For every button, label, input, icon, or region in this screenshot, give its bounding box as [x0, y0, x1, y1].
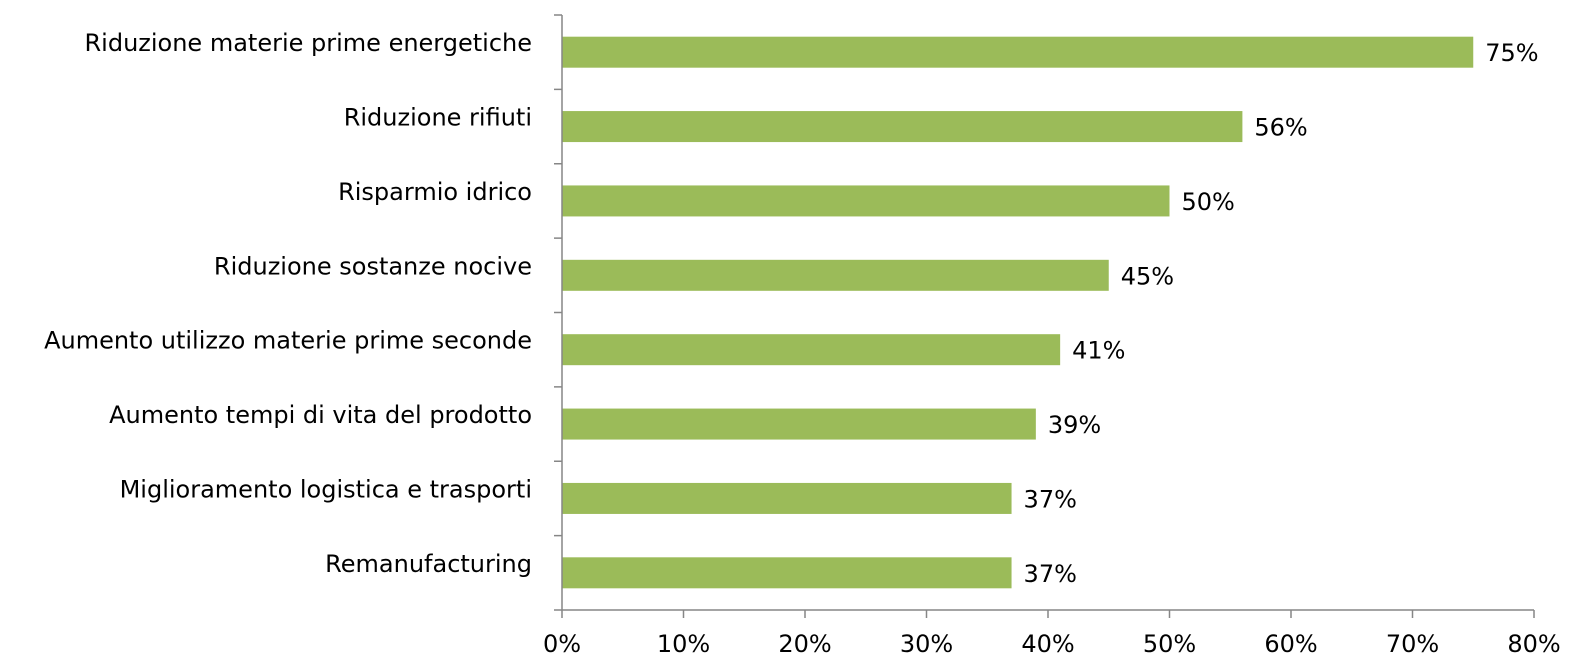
bar — [562, 334, 1061, 366]
category-label: Aumento tempi di vita del prodotto — [109, 401, 532, 429]
data-label: 45% — [1121, 262, 1174, 290]
category-label: Riduzione sostanze nocive — [214, 252, 532, 280]
category-labels-group: Riduzione materie prime energetiche Riduz… — [44, 29, 532, 578]
x-tick-label: 20% — [778, 630, 831, 658]
category-label: Riduzione materie prime energetiche — [84, 29, 532, 57]
data-label: 39% — [1048, 411, 1101, 439]
data-label: 56% — [1254, 114, 1307, 142]
value-labels-group: 75% 56% 50% 45% 41% 39% 37% 37% — [1024, 39, 1539, 588]
category-label: Miglioramento logistica e trasporti — [120, 475, 532, 503]
bar — [562, 36, 1474, 68]
x-tick-labels-group: 0% 10% 20% 30% 40% 50% 60% 70% 80% — [543, 630, 1561, 658]
category-label: Aumento utilizzo materie prime seconde — [44, 327, 532, 355]
x-tick-label: 70% — [1386, 630, 1439, 658]
x-tick-label: 80% — [1507, 630, 1560, 658]
x-tick-label: 10% — [657, 630, 710, 658]
bar — [562, 185, 1170, 217]
data-label: 75% — [1485, 39, 1538, 67]
x-tick-label: 30% — [900, 630, 953, 658]
category-label: Risparmio idrico — [338, 178, 532, 206]
bar — [562, 482, 1012, 514]
y-ticks-group — [554, 14, 562, 611]
category-label: Riduzione rifiuti — [344, 104, 532, 132]
data-label: 50% — [1182, 188, 1235, 216]
x-tick-label: 60% — [1264, 630, 1317, 658]
bar — [562, 557, 1012, 589]
x-tick-label: 50% — [1143, 630, 1196, 658]
bar — [562, 259, 1109, 291]
data-label: 41% — [1072, 337, 1125, 365]
x-tick-label: 40% — [1021, 630, 1074, 658]
bars-group — [562, 36, 1474, 589]
axes-group — [561, 15, 1534, 611]
x-tick-label: 0% — [543, 630, 581, 658]
category-label: Remanufacturing — [325, 550, 532, 578]
x-ticks-group — [561, 610, 1535, 618]
data-label: 37% — [1024, 485, 1077, 513]
bar — [562, 111, 1243, 143]
bar — [562, 408, 1036, 440]
data-label: 37% — [1024, 560, 1077, 588]
